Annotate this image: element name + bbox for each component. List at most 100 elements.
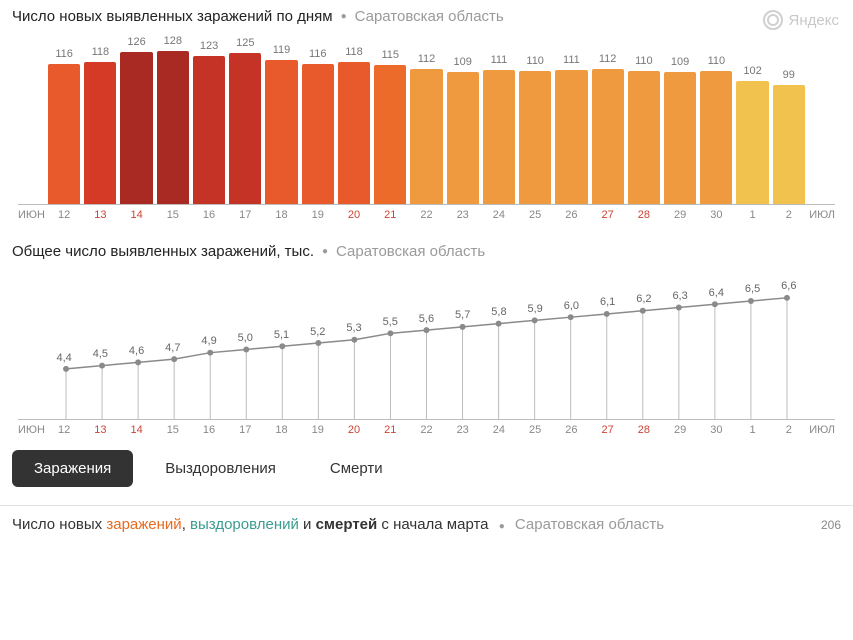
- line-chart-title-row: Общее число выявленных заражений, тыс. ●…: [12, 243, 841, 260]
- x-tick: 18: [265, 209, 297, 221]
- line-value-label: 6,6: [781, 280, 796, 292]
- x-tick: 13: [84, 209, 116, 221]
- tabs: Заражения Выздоровления Смерти: [0, 436, 853, 501]
- x-tick: 20: [338, 424, 370, 436]
- bar-value-label: 109: [671, 56, 689, 68]
- bar-container: 1161181261281231251191161181151121091111…: [18, 35, 835, 204]
- bar-item: 115: [374, 35, 406, 204]
- bar-value-label: 110: [635, 55, 653, 67]
- line-point: 5,8: [483, 270, 515, 419]
- line-value-label: 4,9: [201, 335, 216, 347]
- line-point: 5,5: [374, 270, 406, 419]
- x-tick: 29: [664, 209, 696, 221]
- bar-value-label: 110: [708, 55, 726, 67]
- footer-text: Число новых заражений, выздоровлений и с…: [12, 516, 664, 533]
- x-tick: 20: [338, 209, 370, 221]
- bar-value-label: 99: [783, 69, 795, 81]
- bar-item: 112: [410, 35, 442, 204]
- x-tick: 26: [555, 424, 587, 436]
- x-tick: 12: [48, 424, 80, 436]
- footer-word-infections: заражений: [106, 516, 181, 533]
- x-tick: 2: [773, 424, 805, 436]
- line-point: 4,7: [157, 270, 189, 419]
- footer-suffix: с начала марта: [377, 516, 488, 533]
- line-value-label: 4,7: [165, 342, 180, 354]
- bar-month-left: ИЮН: [18, 209, 45, 221]
- x-tick: 17: [229, 424, 261, 436]
- x-tick: 30: [700, 209, 732, 221]
- bar: [592, 69, 624, 204]
- x-tick: 1: [736, 209, 768, 221]
- line-value-label: 6,3: [672, 290, 687, 302]
- bar-item: 109: [664, 35, 696, 204]
- line-point: 5,6: [410, 270, 442, 419]
- x-tick: 1: [736, 424, 768, 436]
- line-point: 5,9: [519, 270, 551, 419]
- title-separator-dot: ●: [341, 11, 347, 22]
- x-tick: 15: [157, 209, 189, 221]
- line-value-label: 5,5: [383, 316, 398, 328]
- bar-item: 111: [555, 35, 587, 204]
- bar-item: 123: [193, 35, 225, 204]
- bar-item: 110: [700, 35, 732, 204]
- footer-separator-dot: ●: [499, 521, 505, 532]
- bar-item: 110: [628, 35, 660, 204]
- bar-value-label: 125: [236, 37, 254, 49]
- x-tick: 22: [410, 209, 442, 221]
- bar-chart-subtitle: Саратовская область: [355, 8, 504, 25]
- x-tick: 17: [229, 209, 261, 221]
- bar-value-label: 111: [563, 54, 580, 66]
- x-tick: 21: [374, 424, 406, 436]
- line-point: 6,4: [700, 270, 732, 419]
- bar-item: 99: [773, 35, 805, 204]
- line-x-axis: ИЮН ИЮЛ 12131415161718192021222324252627…: [18, 424, 835, 436]
- line-point: 5,2: [302, 270, 334, 419]
- line-point: 6,6: [773, 270, 805, 419]
- bar: [628, 71, 660, 204]
- x-tick: 15: [157, 424, 189, 436]
- x-tick: 27: [592, 209, 624, 221]
- x-tick: 24: [483, 424, 515, 436]
- x-tick: 2: [773, 209, 805, 221]
- line-value-label: 6,1: [600, 296, 615, 308]
- line-value-label: 5,0: [238, 332, 253, 344]
- bar-item: 111: [483, 35, 515, 204]
- bar-value-label: 115: [381, 49, 399, 61]
- tab-выздоровления[interactable]: Выздоровления: [143, 450, 298, 487]
- line-value-label: 6,5: [745, 283, 760, 295]
- bar-value-label: 128: [164, 35, 182, 47]
- line-point: 5,0: [229, 270, 261, 419]
- tab-заражения[interactable]: Заражения: [12, 450, 133, 487]
- bar-item: 116: [48, 35, 80, 204]
- line-point: 4,6: [120, 270, 152, 419]
- line-chart-title: Общее число выявленных заражений, тыс.: [12, 243, 314, 260]
- line-point: 6,0: [555, 270, 587, 419]
- x-tick: 19: [302, 424, 334, 436]
- bar-item: 125: [229, 35, 261, 204]
- bar: [193, 56, 225, 204]
- x-tick: 16: [193, 424, 225, 436]
- bar-value-label: 116: [309, 48, 327, 60]
- bar: [229, 53, 261, 204]
- x-tick: 16: [193, 209, 225, 221]
- bar: [374, 65, 406, 204]
- yandex-icon: [763, 10, 783, 30]
- line-chart-section: Общее число выявленных заражений, тыс. ●…: [0, 235, 853, 436]
- footer-sep1: ,: [182, 516, 190, 533]
- bar-x-axis: ИЮН ИЮЛ 12131415161718192021222324252627…: [18, 209, 835, 221]
- bar-chart-title: Число новых выявленных заражений по дням: [12, 8, 333, 25]
- line-point: 6,1: [592, 270, 624, 419]
- bar-item: 109: [447, 35, 479, 204]
- bar-value-label: 112: [599, 53, 617, 65]
- line-point: 5,3: [338, 270, 370, 419]
- x-tick: 24: [483, 209, 515, 221]
- bar: [338, 62, 370, 204]
- x-tick: 29: [664, 424, 696, 436]
- x-tick: 13: [84, 424, 116, 436]
- line-point: 5,1: [265, 270, 297, 419]
- line-value-label: 6,0: [564, 300, 579, 312]
- bar: [519, 71, 551, 204]
- tab-смерти[interactable]: Смерти: [308, 450, 405, 487]
- watermark-text: Яндекс: [789, 12, 839, 29]
- line-point: 4,9: [193, 270, 225, 419]
